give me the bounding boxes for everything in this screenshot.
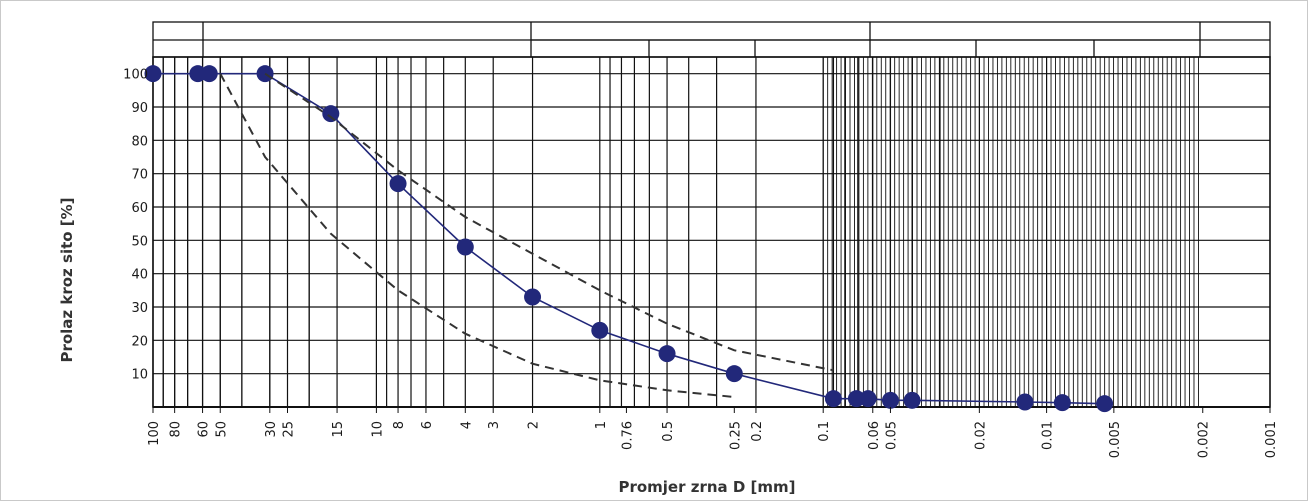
x-tick-label: 6: [420, 421, 435, 429]
y-tick-label: 40: [131, 268, 148, 283]
grading-curve-point: [881, 391, 899, 409]
x-tick-label: 100: [147, 421, 162, 446]
grading-curve-point: [658, 345, 676, 363]
grading-curve-point: [256, 65, 274, 83]
x-tick-label: 0.002: [1197, 421, 1212, 458]
x-axis-title: Promjer zrna D [mm]: [618, 478, 795, 496]
x-tick-label: 4: [459, 421, 474, 429]
x-tick-label: 60: [197, 421, 212, 438]
x-tick-label: 0.25: [728, 421, 743, 450]
y-tick-label: 80: [131, 134, 148, 149]
grading-curve-point: [200, 65, 218, 83]
grading-curve-point: [859, 390, 877, 408]
x-tick-label: 0.01: [1041, 421, 1056, 450]
x-tick-label: 50: [214, 421, 229, 438]
grading-curve-point: [322, 105, 340, 123]
y-tick-label: 100: [123, 68, 148, 83]
x-tick-label: 15: [331, 421, 346, 438]
y-tick-label: 10: [131, 368, 148, 383]
x-tick-label: 8: [392, 421, 407, 429]
y-tick-label: 30: [131, 301, 148, 316]
grading-curve-point: [1096, 395, 1114, 413]
grading-curve-point: [591, 321, 609, 339]
x-tick-label: 80: [169, 421, 184, 438]
grading-curve-point: [824, 390, 842, 408]
x-tick-labels: 100 80 60 50 30 25 15 10 8 6 4 3 2 1 0.76 0.5 0.25 0.2 0.1…: [147, 407, 1279, 458]
x-tick-label: 10: [370, 421, 385, 438]
grading-curve-point: [456, 238, 474, 256]
grading-curve-point: [144, 65, 162, 83]
x-tick-label: 0.05: [885, 421, 900, 450]
x-tick-label: 2: [527, 421, 542, 429]
grading-curve-point: [725, 365, 743, 383]
x-tick-label: 0.1: [817, 421, 832, 442]
x-tick-label: 0.001: [1264, 421, 1279, 458]
y-tick-label: 70: [131, 168, 148, 183]
x-tick-label: 0.02: [973, 421, 988, 450]
y-tick-label: 20: [131, 334, 148, 349]
y-tick-label: 90: [131, 101, 148, 116]
classification-header: [152, 21, 1271, 58]
grading-curve-point: [903, 391, 921, 409]
x-tick-label: 3: [487, 421, 502, 429]
y-axis-title: Prolaz kroz sito [%]: [58, 197, 76, 362]
x-tick-label: 0.005: [1108, 421, 1123, 458]
grading-curve-point: [1016, 393, 1034, 411]
x-tick-label: 0.76: [620, 421, 635, 450]
limit-curve-2: [219, 73, 735, 398]
grading-curve-point: [524, 288, 542, 306]
grid-lines: [152, 57, 1270, 407]
y-tick-label: 50: [131, 234, 148, 249]
grading-curve-point: [389, 175, 407, 193]
series-layer: [144, 65, 1114, 413]
limit-curve-1: [264, 72, 834, 372]
x-tick-label: 0.2: [750, 421, 765, 442]
x-tick-label: 25: [282, 421, 297, 438]
x-tick-label: 0.06: [867, 421, 882, 450]
grading-curve-point: [1053, 394, 1071, 412]
x-tick-label: 0.5: [661, 421, 676, 442]
y-tick-labels: 10 20 30 40 50 60 70 80 90 100: [123, 68, 148, 383]
x-tick-label: 30: [264, 421, 279, 438]
x-tick-label: 1: [594, 421, 609, 429]
y-tick-label: 60: [131, 201, 148, 216]
plot-border: [152, 56, 1271, 408]
